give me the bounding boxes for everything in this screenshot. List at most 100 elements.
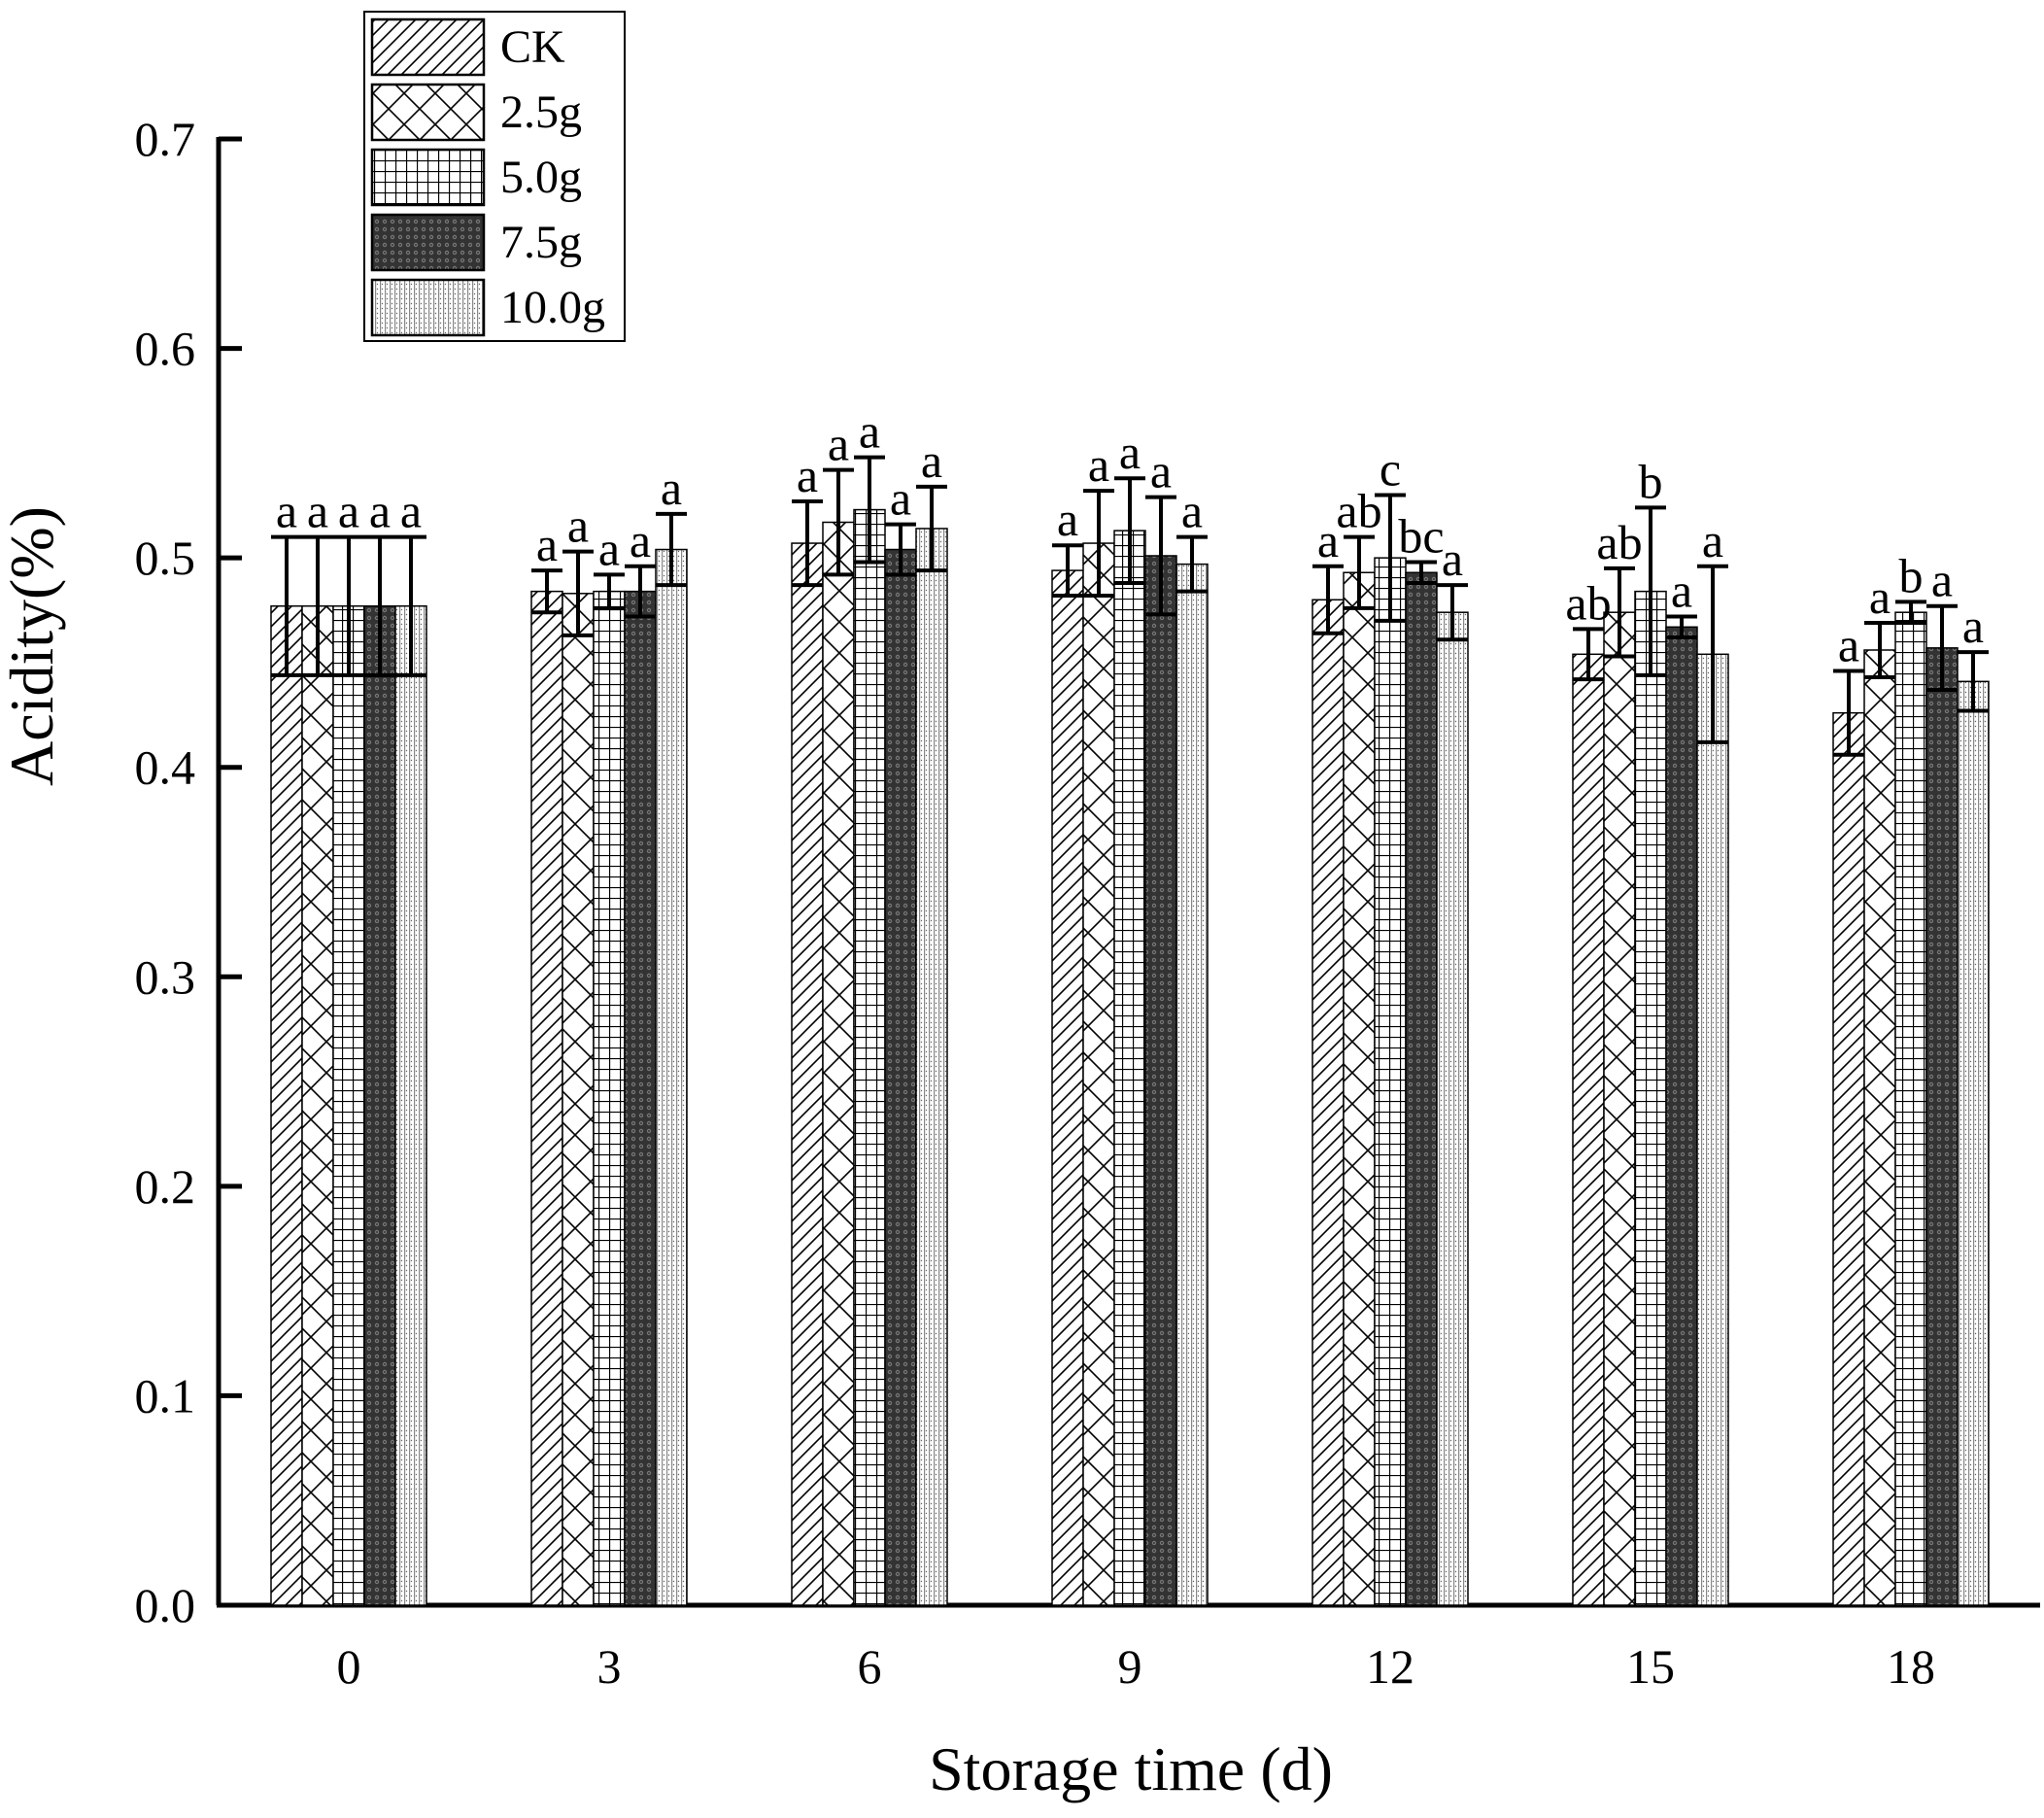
y-tick-label: 0.1 <box>135 1368 196 1423</box>
significance-label: a <box>338 484 359 538</box>
bar <box>1343 571 1376 1606</box>
significance-label: a <box>400 484 422 538</box>
legend-swatch <box>370 213 486 272</box>
significance-label: ab <box>1565 575 1611 630</box>
bar <box>884 548 917 1606</box>
significance-label: a <box>307 484 328 538</box>
significance-label: a <box>828 417 849 471</box>
significance-label: a <box>276 484 297 538</box>
significance-label: a <box>661 461 682 515</box>
y-tick-label: 0.3 <box>135 949 196 1004</box>
bar <box>332 604 365 1606</box>
legend-label: 5.0g <box>500 152 582 203</box>
y-tick-label: 0.2 <box>135 1159 196 1214</box>
bars-layer <box>270 508 1990 1606</box>
y-tick-label: 0.4 <box>135 740 196 795</box>
significance-label: a <box>567 498 589 553</box>
significance-label: a <box>921 433 942 488</box>
significance-label: a <box>1931 553 1953 607</box>
significance-label: b <box>1899 548 1924 602</box>
legend-swatch <box>370 278 486 337</box>
bar <box>1051 569 1084 1606</box>
y-tick-label: 0.5 <box>135 531 196 585</box>
bar <box>791 542 824 1606</box>
bar <box>1113 530 1146 1606</box>
significance-label: ab <box>1336 484 1381 538</box>
legend-swatch <box>370 148 486 207</box>
x-tick-label: 15 <box>1626 1639 1675 1694</box>
significance-label: a <box>1442 532 1463 586</box>
significance-label: a <box>1119 425 1141 479</box>
y-tick-label: 0.0 <box>135 1578 196 1632</box>
significance-label: b <box>1639 454 1663 508</box>
significance-label: a <box>890 471 911 526</box>
significance-label: a <box>1317 513 1339 567</box>
legend-label: CK <box>500 21 565 73</box>
significance-label: a <box>797 448 818 502</box>
y-tick-label: 0.6 <box>135 322 196 376</box>
bar <box>270 604 303 1606</box>
significance-label: a <box>1181 484 1203 538</box>
significance-label: a <box>598 521 620 575</box>
bar <box>853 508 886 1606</box>
bar <box>1144 555 1177 1606</box>
significance-label: a <box>1088 437 1109 492</box>
significance-label: a <box>1869 569 1891 624</box>
y-axis-title: Acidity(%) <box>0 506 66 786</box>
significance-label: a <box>369 484 391 538</box>
bar <box>1634 590 1667 1606</box>
significance-label: ab <box>1596 515 1642 569</box>
bar <box>394 604 427 1606</box>
bar <box>624 590 657 1606</box>
bar <box>593 590 626 1606</box>
x-tick-label: 9 <box>1118 1639 1142 1694</box>
x-tick-label: 12 <box>1366 1639 1414 1694</box>
significance-label: c <box>1380 441 1401 496</box>
bar <box>1665 626 1698 1606</box>
bar <box>655 548 688 1606</box>
bar <box>1436 611 1469 1606</box>
bar <box>530 590 563 1606</box>
significance-label: a <box>1671 564 1692 618</box>
significance-label: a <box>630 513 651 567</box>
legend-label: 7.5g <box>500 217 582 268</box>
y-tick-label: 0.7 <box>135 112 196 166</box>
bar <box>1374 557 1407 1606</box>
legend-label: 2.5g <box>500 86 582 138</box>
legend-swatch <box>370 83 486 142</box>
axes: 0.0 0.1 0.2 0.3 0.4 0.5 0.6 0.7 0 3 6 9 12 15 18 <box>135 112 2040 1694</box>
x-tick-label: 3 <box>597 1639 622 1694</box>
x-tick-label: 0 <box>337 1639 361 1694</box>
bar <box>301 604 334 1606</box>
bar <box>1957 680 1990 1606</box>
bar <box>822 521 855 1606</box>
x-tick-label: 18 <box>1887 1639 1935 1694</box>
significance-label: a <box>1962 599 1984 653</box>
significance-label: a <box>1702 513 1723 567</box>
bar <box>562 593 595 1606</box>
legend-label: 10.0g <box>500 282 605 333</box>
bar <box>1894 611 1927 1606</box>
bar <box>1925 647 1959 1606</box>
legend: CK 2.5g 5.0g 7.5g 10.0g <box>363 11 626 342</box>
significance-label: a <box>536 517 558 571</box>
significance-label: a <box>859 404 880 459</box>
bar <box>1312 599 1345 1606</box>
bar <box>1603 611 1636 1606</box>
bar <box>1863 649 1896 1606</box>
legend-swatch <box>370 17 486 77</box>
significance-label: a <box>1057 492 1078 546</box>
error-bars-layer <box>271 455 1989 757</box>
significance-label: a <box>1838 618 1859 672</box>
bar <box>1696 653 1729 1606</box>
x-tick-label: 6 <box>858 1639 882 1694</box>
x-axis-title: Storage time (d) <box>929 1734 1333 1803</box>
significance-label: a <box>1150 444 1172 498</box>
bar <box>1405 571 1438 1606</box>
bar <box>363 604 396 1606</box>
significance-label: bc <box>1398 508 1444 563</box>
bar <box>1572 653 1605 1606</box>
bar <box>1175 563 1209 1606</box>
